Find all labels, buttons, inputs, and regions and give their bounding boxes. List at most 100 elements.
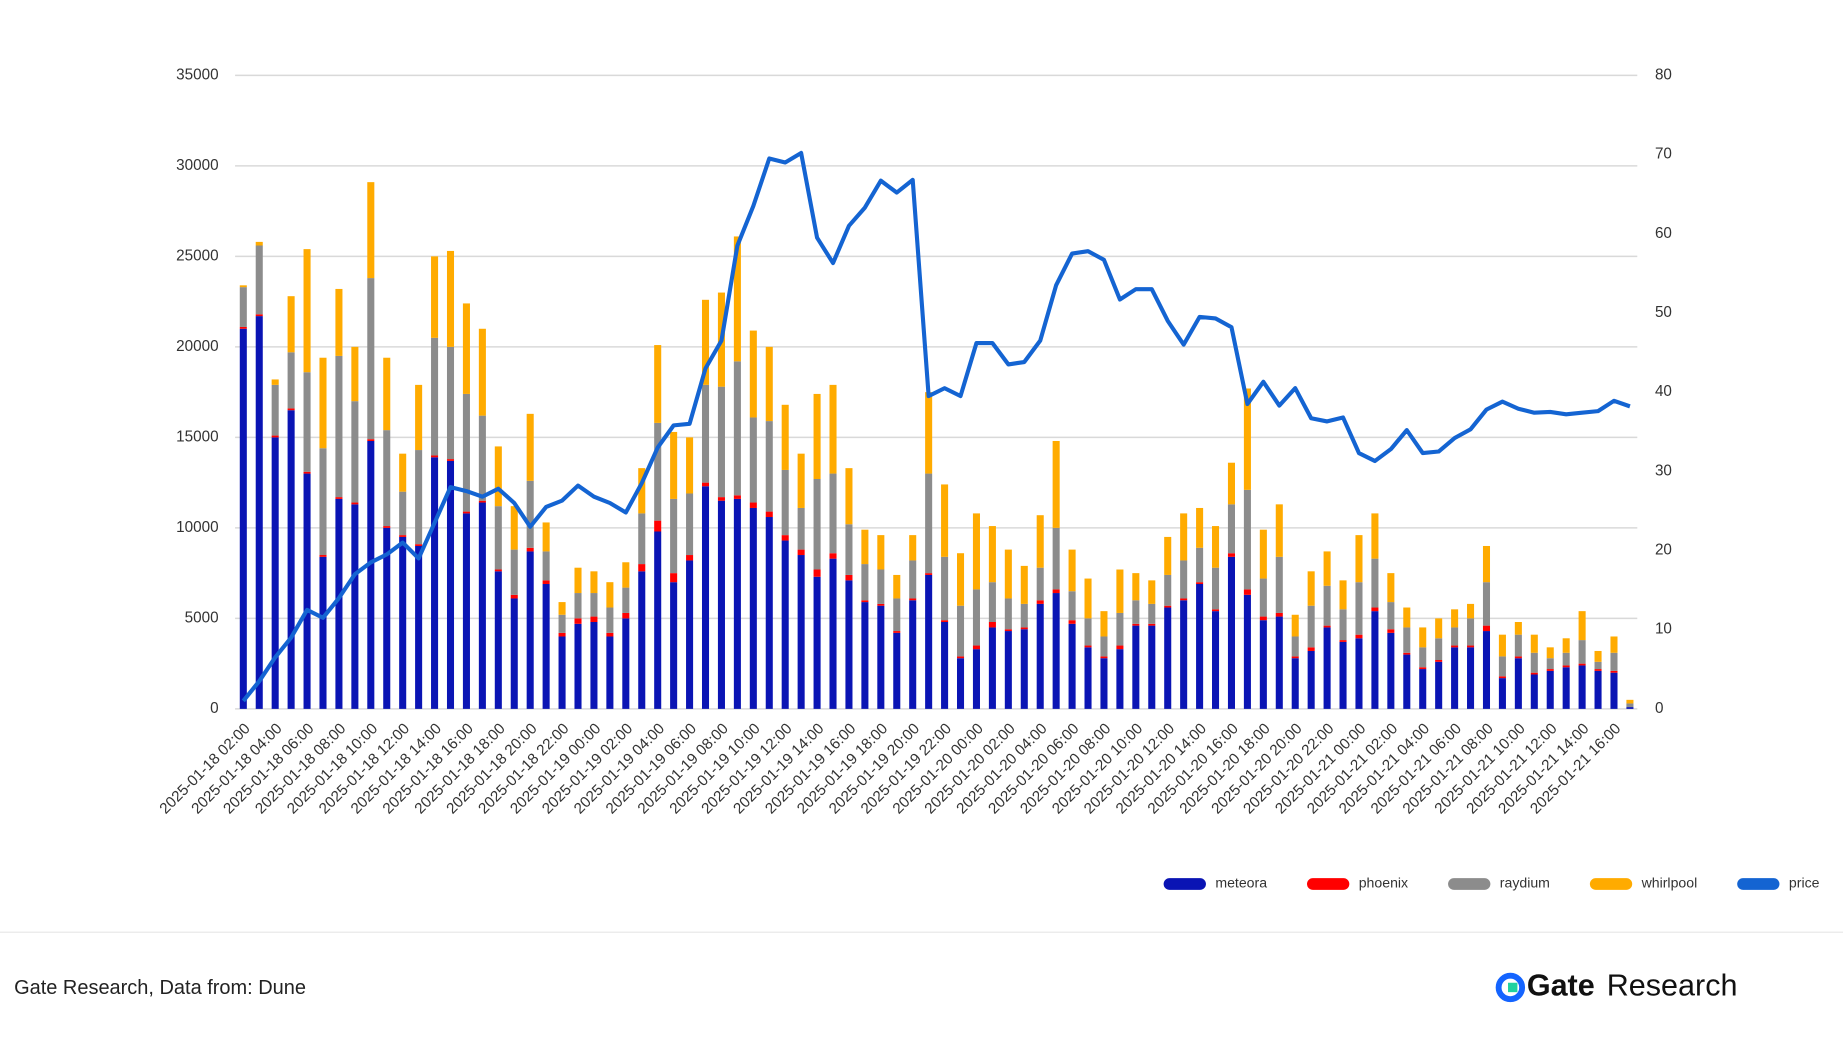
- bar-segment: [988, 582, 996, 623]
- bar-segment: [351, 502, 359, 505]
- legend-swatch: [1737, 878, 1780, 890]
- bar-segment: [1275, 504, 1283, 557]
- bar-segment: [1020, 603, 1028, 628]
- bar-segment: [654, 520, 662, 532]
- bar-segment: [622, 612, 630, 619]
- bar-segment: [797, 549, 805, 556]
- bar-segment: [239, 328, 247, 709]
- bar-segment: [1498, 676, 1506, 679]
- bar-segment: [701, 384, 710, 483]
- bar-segment: [1180, 598, 1188, 601]
- bar-segment: [1355, 535, 1363, 583]
- bar-segment: [383, 526, 391, 528]
- bar-segment: [701, 482, 710, 487]
- bar-segment: [765, 511, 773, 518]
- bar-segment: [1196, 547, 1204, 583]
- bar-segment: [255, 245, 263, 315]
- bar-segment: [1610, 636, 1618, 653]
- bar-segment: [367, 182, 375, 279]
- bar-segment: [1530, 674, 1538, 709]
- bar-segment: [717, 497, 725, 501]
- bar-segment: [956, 658, 965, 709]
- bar-segment: [1339, 580, 1347, 610]
- bar-segment: [1562, 638, 1570, 653]
- bar-segment: [383, 527, 391, 709]
- bar-segment: [606, 582, 614, 608]
- bar-segment: [797, 555, 805, 709]
- legend-swatch: [1589, 878, 1633, 890]
- bar-segment: [399, 453, 407, 492]
- bar-segment: [319, 556, 327, 709]
- bar-segment: [622, 618, 630, 709]
- bar-segment: [909, 598, 917, 601]
- bar-segment: [654, 531, 662, 709]
- bar-segment: [670, 431, 678, 499]
- bar-segment: [1435, 660, 1443, 662]
- legend-swatch: [1448, 878, 1491, 890]
- bar-segment: [1435, 618, 1443, 639]
- bar-segment: [287, 410, 295, 709]
- bar-segment: [1578, 665, 1586, 709]
- bar-segment: [686, 555, 694, 561]
- legend-label: meteora: [1215, 875, 1267, 891]
- bar-segment: [1307, 650, 1315, 709]
- bar-segment: [1148, 625, 1156, 709]
- bar-segment: [351, 401, 359, 503]
- bar-segment: [1339, 641, 1347, 709]
- bar-segment: [494, 446, 502, 507]
- bar-segment: [1036, 567, 1044, 601]
- bar-segment: [1403, 627, 1411, 653]
- bar-segment: [972, 649, 980, 709]
- bar-segment: [1530, 672, 1538, 675]
- y-tick-label: 15000: [176, 428, 218, 445]
- bar-segment: [988, 622, 996, 628]
- bar-segment: [1594, 669, 1602, 671]
- bar-segment: [1594, 670, 1602, 709]
- bar-segment: [829, 558, 837, 709]
- y2-tick-label: 60: [1655, 225, 1672, 242]
- bar-segment: [1530, 634, 1538, 653]
- y2-tick-label: 30: [1655, 462, 1672, 479]
- bar-segment: [271, 437, 279, 709]
- bar-segment: [1435, 638, 1443, 661]
- legend-label: raydium: [1500, 875, 1550, 891]
- bar-segment: [701, 299, 710, 385]
- bar-segment: [781, 535, 789, 541]
- bar-segment: [1227, 553, 1235, 557]
- bar-segment: [1578, 611, 1586, 641]
- bar-segment: [1419, 669, 1427, 709]
- bar-segment: [813, 569, 821, 577]
- bar-segment: [351, 504, 359, 709]
- bar-segment: [606, 636, 614, 709]
- bar-segment: [1052, 440, 1060, 528]
- bar-segment: [1052, 527, 1060, 590]
- bar-segment: [813, 576, 821, 709]
- bar-segment: [383, 357, 391, 431]
- bar-segment: [462, 511, 470, 514]
- bar-segment: [1132, 625, 1140, 709]
- bar-segment: [462, 393, 470, 512]
- bar-segment: [622, 562, 630, 588]
- bar-segment: [1036, 603, 1044, 709]
- bar-segment: [1403, 607, 1411, 628]
- bar-segment: [415, 384, 423, 451]
- bar-segment: [670, 582, 678, 709]
- bar-segment: [1482, 631, 1491, 709]
- bar-segment: [335, 355, 343, 498]
- bar-segment: [1116, 645, 1124, 650]
- bar-segment: [399, 536, 407, 709]
- bar-segment: [494, 506, 502, 570]
- y2-tick-label: 50: [1655, 304, 1672, 321]
- bar-segment: [1291, 658, 1299, 709]
- bar-segment: [1562, 667, 1570, 709]
- bar-segment: [733, 236, 741, 362]
- bar-segment: [510, 549, 518, 595]
- bar-segment: [781, 540, 789, 709]
- bar-segment: [1164, 574, 1172, 606]
- bar-segment: [1196, 583, 1204, 709]
- bar-segment: [845, 574, 853, 581]
- bar-segment: [877, 605, 885, 709]
- bar-segment: [925, 574, 933, 709]
- bar-segment: [1323, 625, 1331, 628]
